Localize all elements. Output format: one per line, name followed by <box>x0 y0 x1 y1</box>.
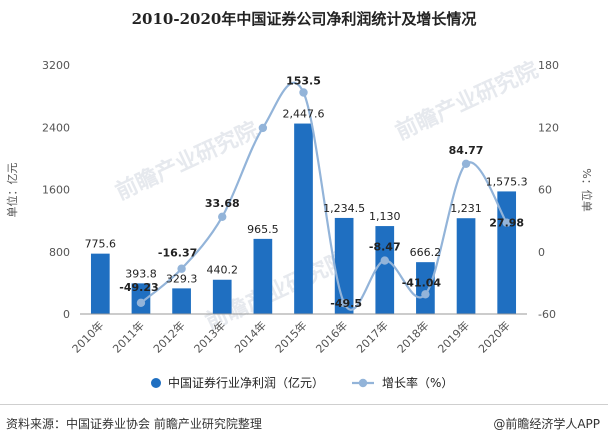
growth-label-10: 27.98 <box>489 217 524 230</box>
growth-point-1 <box>136 298 146 308</box>
bar-label-9: 1,231 <box>450 202 482 215</box>
bar-label-3: 440.2 <box>206 264 238 277</box>
growth-label-3: 33.68 <box>205 197 240 210</box>
y-right-tick-1: 0 <box>538 246 545 259</box>
bar-5 <box>294 123 313 314</box>
bar-label-2: 329.3 <box>166 272 198 285</box>
x-tick-2: 2012年 <box>150 318 187 355</box>
bar-2 <box>172 288 191 314</box>
source-note: 资料来源：中国证券业协会 前瞻产业研究院整理 <box>6 417 262 431</box>
y-left-tick-1: 800 <box>49 246 70 259</box>
footer: 资料来源：中国证券业协会 前瞻产业研究院整理 @前瞻经济学人APP <box>0 404 608 441</box>
bar-3 <box>212 279 232 314</box>
bar-label-8: 666.2 <box>410 246 442 259</box>
x-tick-10: 2020年 <box>475 318 512 355</box>
x-tick-1: 2011年 <box>110 318 147 355</box>
growth-label-8: -41.04 <box>402 276 442 289</box>
y-left-tick-0: 0 <box>63 308 70 321</box>
bar-7 <box>375 226 395 314</box>
bar-label-7: 1,130 <box>369 210 401 223</box>
chart-title: 2010-2020年中国证券公司净利润统计及增长情况 <box>131 10 477 28</box>
bar-label-1: 393.8 <box>125 267 157 280</box>
legend-label-bar: 中国证券行业净利润（亿元） <box>168 375 324 390</box>
bar-label-4: 965.5 <box>247 223 279 236</box>
growth-label-2: -16.37 <box>158 247 197 260</box>
x-tick-0: 2010年 <box>69 318 106 355</box>
growth-label-5: 153.5 <box>286 74 321 87</box>
y-left-axis-label: 单位：亿元 <box>5 163 19 218</box>
y-right-tick-4: 180 <box>538 59 559 72</box>
x-tick-5: 2015年 <box>272 318 309 355</box>
bar-label-10: 1,575.3 <box>486 175 528 188</box>
y-right-tick-0: -60 <box>538 308 556 321</box>
bar-10 <box>497 191 517 314</box>
watermark-0: 前瞻产业研究院 <box>112 117 263 206</box>
bar-label-6: 1,234.5 <box>323 202 365 215</box>
bar-label-5: 2,447.6 <box>283 108 325 121</box>
y-right-axis-label: %：位单 <box>580 168 594 211</box>
growth-point-5 <box>299 88 308 97</box>
growth-point-8 <box>421 290 430 299</box>
growth-point-7 <box>380 256 389 265</box>
growth-point-9 <box>461 159 471 169</box>
y-right-tick-2: 60 <box>538 184 552 197</box>
growth-label-6: -49.5 <box>330 297 362 310</box>
bar-4 <box>253 238 273 314</box>
growth-point-3 <box>218 212 227 222</box>
legend-label-growth: 增长率（%） <box>382 375 453 390</box>
legend: 中国证券行业净利润（亿元） 增长率（%） <box>151 375 453 390</box>
growth-point-6 <box>339 298 349 308</box>
brand-credit: @前瞻经济学人APP <box>493 417 600 431</box>
growth-label-9: 84.77 <box>449 144 484 157</box>
bar-8 <box>416 262 435 314</box>
growth-point-2 <box>177 264 186 273</box>
growth-label-1: -49.23 <box>119 281 158 294</box>
bar-label-0: 775.6 <box>85 238 117 251</box>
x-tick-6: 2016年 <box>313 318 350 355</box>
growth-point-10 <box>502 218 511 227</box>
watermark-1: 前瞻产业研究院 <box>392 57 543 146</box>
x-tick-8: 2018年 <box>394 318 431 355</box>
x-tick-7: 2017年 <box>353 318 390 355</box>
y-left-tick-2: 1600 <box>42 184 70 197</box>
legend-swatch-bar <box>151 378 161 388</box>
labels-layer: 775.6 393.8 329.3 440.2 965.5 2,447.6 1,234.5 1… <box>85 74 528 310</box>
x-tick-9: 2019年 <box>435 318 472 355</box>
legend-swatch-growth <box>358 378 368 388</box>
y-left-tick-3: 2400 <box>42 121 70 134</box>
growth-line <box>140 81 508 311</box>
bar-0 <box>90 253 110 314</box>
y-right-tick-3: 120 <box>538 121 559 134</box>
growth-line-layer <box>136 81 511 311</box>
bar-9 <box>456 218 476 314</box>
growth-point-4 <box>258 123 268 133</box>
growth-label-7: -8.47 <box>369 241 401 254</box>
y-left-tick-4: 3200 <box>42 59 70 72</box>
